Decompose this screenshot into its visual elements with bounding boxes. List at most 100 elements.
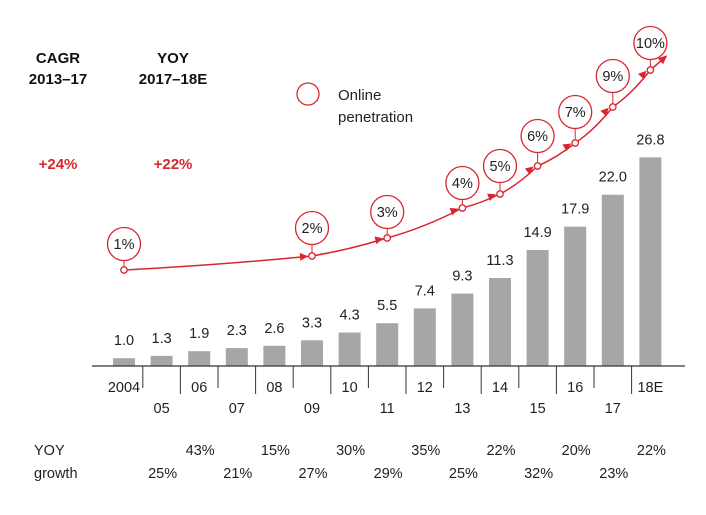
bar-09 <box>301 340 323 366</box>
penetration-label-circle <box>106 226 142 262</box>
penetration-label: 7% <box>565 105 586 121</box>
yoy-growth-value: 23% <box>599 466 628 482</box>
penetration-label: 2% <box>302 221 323 237</box>
bars-layer: 1.0 1.3 1.9 2.3 2.6 3.3 4.3 5.5 7.4 9.3 11.3 14.9 17… <box>113 132 665 366</box>
bar-value-label: 2.3 <box>227 323 247 339</box>
penetration-point <box>308 252 316 260</box>
penetration-point <box>496 190 504 198</box>
bar-07 <box>225 348 248 366</box>
yoy-growth-label-line1: YOY <box>34 443 65 459</box>
x-tick-label: 11 <box>380 401 395 417</box>
cagr-title-line2: 2013–17 <box>29 71 87 88</box>
bar-05 <box>150 355 173 366</box>
x-tick-label: 05 <box>154 401 170 417</box>
yoy-growth-value: 25% <box>148 466 177 482</box>
x-tick-label: 13 <box>454 401 470 417</box>
yoy-title-line2: 2017–18E <box>139 71 207 88</box>
bar-value-label: 5.5 <box>377 298 397 314</box>
x-tick-label: 17 <box>605 401 621 417</box>
penetration-label: 4% <box>452 176 473 192</box>
yoy-growth-value: 21% <box>223 466 252 482</box>
bar-value-label: 2.6 <box>264 321 284 337</box>
penetration-arrow-icon <box>487 193 496 201</box>
bar-value-label: 22.0 <box>599 170 627 186</box>
yoy-growth-value: 25% <box>449 466 478 482</box>
penetration-line-layer: 1% 2% 3% 4% 5% 6% 7% 9% 10% <box>106 25 668 274</box>
x-tick-label: 09 <box>304 401 320 417</box>
yoy-growth-value: 15% <box>261 443 290 459</box>
bar-16 <box>564 226 587 366</box>
penetration-label: 9% <box>602 69 623 85</box>
x-tick-label: 15 <box>530 401 546 417</box>
legend-marker-icon <box>296 82 320 106</box>
x-tick-label: 10 <box>342 380 358 396</box>
bar-value-label: 1.3 <box>152 331 172 347</box>
penetration-arrow-icon <box>299 252 308 261</box>
x-tick-label: 06 <box>191 380 207 396</box>
bar-value-label: 4.3 <box>340 308 360 324</box>
x-tick-label: 16 <box>567 380 583 396</box>
bar-11 <box>376 323 399 366</box>
penetration-label: 5% <box>490 159 511 175</box>
bar-value-label: 17.9 <box>561 202 589 218</box>
penetration-label: 6% <box>527 129 548 145</box>
yoy-growth-value: 32% <box>524 466 553 482</box>
x-tick-label: 18E <box>637 380 663 396</box>
bar-18E <box>639 157 662 366</box>
yoy-title-line1: YOY <box>157 50 189 67</box>
bar-06 <box>188 351 211 366</box>
bar-value-label: 9.3 <box>452 269 472 285</box>
bar-08 <box>263 345 286 366</box>
bar-value-label: 3.3 <box>302 315 322 331</box>
penetration-label-circle <box>370 194 405 230</box>
penetration-label-circle <box>558 94 593 130</box>
bar-value-label: 14.9 <box>523 225 551 241</box>
penetration-arrow-icon <box>374 236 384 245</box>
bar-12 <box>413 308 436 366</box>
bar-13 <box>451 293 474 366</box>
yoy-growth-value: 22% <box>637 443 666 459</box>
penetration-arrow-icon <box>562 143 572 152</box>
bar-14 <box>489 278 511 366</box>
yoy-growth-value: 20% <box>562 443 591 459</box>
x-tick-label: 07 <box>229 401 245 417</box>
x-tick-label: 14 <box>492 380 508 396</box>
cagr-value: +24% <box>39 156 78 173</box>
penetration-label: 1% <box>114 237 135 253</box>
bar-value-label: 11.3 <box>486 253 513 269</box>
penetration-arrow-icon <box>524 166 534 175</box>
yoy-growth-value: 43% <box>186 443 215 459</box>
penetration-label-circle <box>520 118 555 154</box>
penetration-point <box>533 162 542 170</box>
bar-10 <box>338 332 361 366</box>
penetration-arrow-icon <box>600 107 609 117</box>
penetration-label: 3% <box>377 205 398 221</box>
bar-value-label: 7.4 <box>415 283 435 299</box>
cagr-title-line1: CAGR <box>36 50 80 67</box>
yoy-growth-value: 35% <box>411 443 440 459</box>
bar-17 <box>601 194 624 366</box>
x-axis: 2004 05 06 07 08 09 10 11 12 13 14 15 16 17 18E <box>92 365 685 417</box>
yoy-growth-value: 29% <box>374 466 403 482</box>
penetration-label-circle <box>445 165 480 201</box>
penetration-label-circle <box>294 210 330 246</box>
bar-value-label: 1.0 <box>114 333 134 349</box>
penetration-point <box>571 139 580 147</box>
yoy-growth-label-line2: growth <box>34 466 78 482</box>
penetration-label: 10% <box>636 36 665 52</box>
yoy-value: +22% <box>154 156 193 173</box>
yoy-growth-value: 27% <box>298 466 327 482</box>
penetration-point <box>120 266 128 274</box>
x-tick-label: 12 <box>417 380 433 396</box>
yoy-growth-value: 22% <box>486 443 515 459</box>
penetration-arrow-icon <box>449 207 459 216</box>
penetration-label-circle <box>595 58 630 94</box>
legend-label-line2: penetration <box>338 109 413 126</box>
x-tick-label: 08 <box>266 380 282 396</box>
bar-value-label: 26.8 <box>636 132 664 148</box>
penetration-point <box>646 66 655 74</box>
penetration-label-circle <box>633 25 668 61</box>
yoy-growth-value: 30% <box>336 443 365 459</box>
